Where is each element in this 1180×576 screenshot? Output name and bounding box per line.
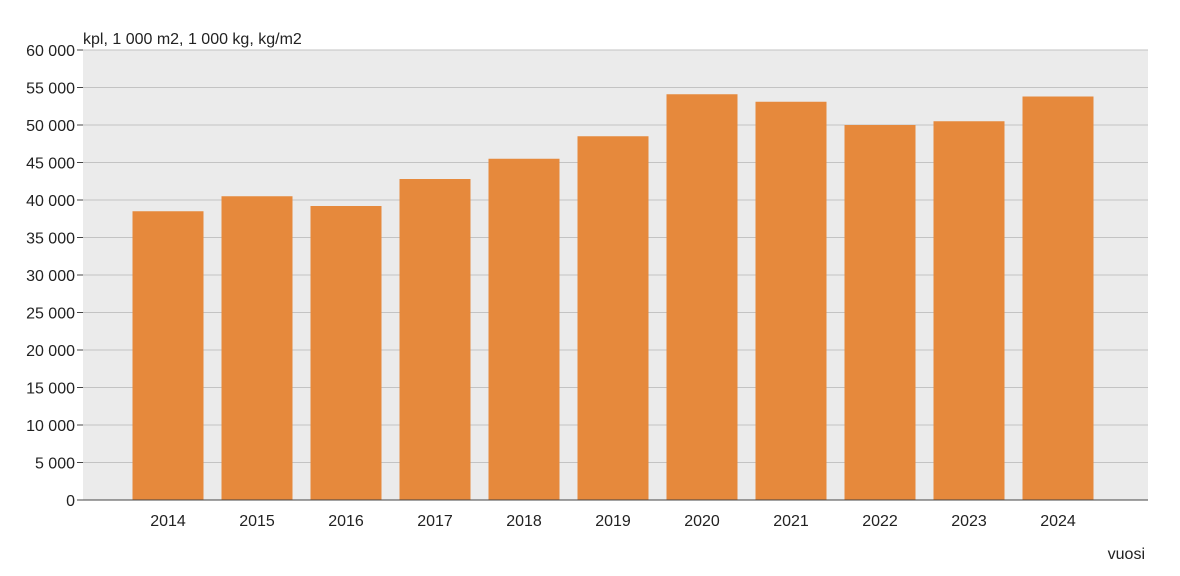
y-tick-label: 0 <box>66 493 75 510</box>
bar-2020 <box>666 94 738 500</box>
x-tick-label: 2018 <box>506 513 542 530</box>
y-tick-label: 30 000 <box>26 268 75 285</box>
bar-2018 <box>488 158 560 500</box>
x-tick-label: 2014 <box>150 513 186 530</box>
y-axis-label: kpl, 1 000 m2, 1 000 kg, kg/m2 <box>83 31 302 48</box>
y-tick-label: 15 000 <box>26 381 75 398</box>
y-tick-label: 10 000 <box>26 418 75 435</box>
y-tick-label: 60 000 <box>26 43 75 60</box>
y-tick-label: 20 000 <box>26 343 75 360</box>
bar-2016 <box>310 206 382 500</box>
bar-2019 <box>577 136 649 500</box>
x-axis-ticks: 2014 2015 2016 2017 2018 2019 2020 2021 2022 2023… <box>150 513 1076 530</box>
bar-2022 <box>844 125 916 500</box>
bar-2014 <box>132 211 204 500</box>
y-tick-label: 45 000 <box>26 156 75 173</box>
x-tick-label: 2019 <box>595 513 631 530</box>
y-tick-label: 5 000 <box>35 456 75 473</box>
x-tick-label: 2022 <box>862 513 898 530</box>
bars <box>132 94 1094 500</box>
y-tick-label: 35 000 <box>26 231 75 248</box>
y-tick-label: 25 000 <box>26 306 75 323</box>
x-tick-label: 2020 <box>684 513 720 530</box>
x-tick-label: 2021 <box>773 513 809 530</box>
y-tick-label: 50 000 <box>26 118 75 135</box>
y-axis-ticks: 0 5 000 10 000 15 000 20 000 25 000 30 000 35 0… <box>26 43 83 510</box>
x-tick-label: 2024 <box>1040 513 1076 530</box>
bar-2017 <box>399 179 471 500</box>
bar-2023 <box>933 121 1005 500</box>
x-tick-label: 2017 <box>417 513 453 530</box>
y-tick-label: 40 000 <box>26 193 75 210</box>
bar-2015 <box>221 196 293 500</box>
bar-2021 <box>755 101 827 500</box>
x-tick-label: 2023 <box>951 513 987 530</box>
x-axis-label: vuosi <box>1108 546 1145 563</box>
y-tick-label: 55 000 <box>26 81 75 98</box>
x-tick-label: 2015 <box>239 513 275 530</box>
x-tick-label: 2016 <box>328 513 364 530</box>
bar-2024 <box>1022 96 1094 500</box>
